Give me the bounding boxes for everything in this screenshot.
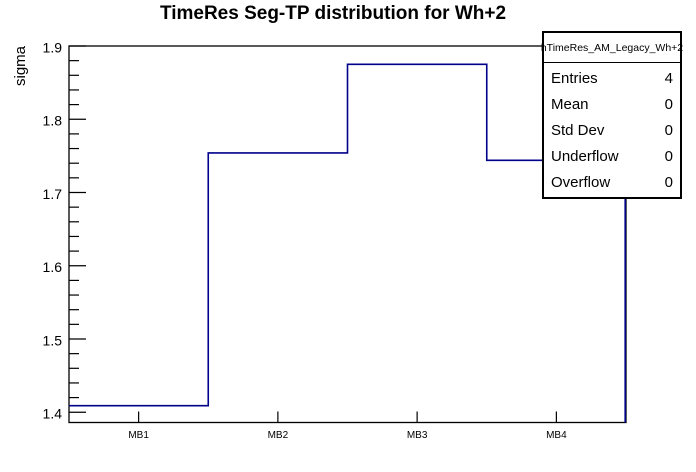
y-tick-label: 1.7 [43,186,63,202]
y-tick-label: 1.8 [43,113,63,129]
y-tick-label: 1.4 [43,406,63,422]
stat-value: 0 [664,121,673,139]
stats-row-entries: Entries 4 [544,71,680,86]
stats-box-rows: Entries 4 Mean 0 Std Dev 0 Underflow 0 O… [544,63,680,197]
y-axis-label: sigma [12,45,29,86]
stats-box-title: hTimeRes_AM_Legacy_Wh+2 [541,33,683,63]
stats-row-overflow: Overflow 0 [544,175,680,190]
stats-row-stddev: Std Dev 0 [544,123,680,138]
y-tick-label: 1.9 [43,40,63,56]
stat-value: 4 [664,69,673,87]
stat-label: Overflow [551,173,611,191]
stat-label: Mean [551,95,589,113]
stat-label: Entries [551,69,598,87]
stat-value: 0 [664,95,673,113]
stat-label: Underflow [551,147,619,165]
stats-row-mean: Mean 0 [544,97,680,112]
chart-title: TimeRes Seg-TP distribution for Wh+2 [159,3,507,24]
y-tick-label: 1.6 [43,259,63,275]
stats-row-underflow: Underflow 0 [544,149,680,164]
x-tick-label: MB2 [268,430,289,441]
x-tick-label: MB3 [407,430,428,441]
stat-label: Std Dev [551,121,605,139]
x-tick-label: MB4 [546,430,567,441]
stats-box: hTimeRes_AM_Legacy_Wh+2 Entries 4 Mean 0… [541,31,683,199]
x-tick-label: MB1 [128,430,149,441]
stat-value: 0 [664,147,673,165]
y-tick-label: 1.5 [43,332,63,348]
stat-value: 0 [664,173,673,191]
